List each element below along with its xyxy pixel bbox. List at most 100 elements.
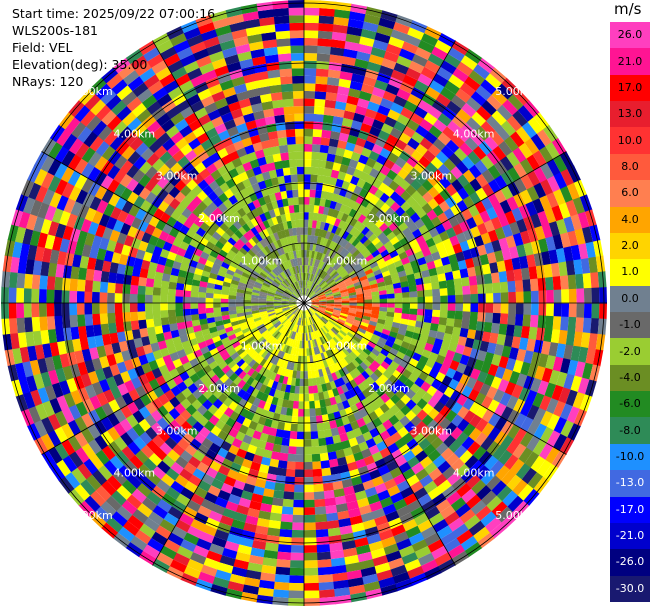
velocity-gate — [494, 250, 505, 263]
velocity-gate — [47, 158, 62, 176]
velocity-gate — [183, 250, 194, 260]
velocity-gate — [287, 346, 293, 355]
velocity-gate — [352, 451, 364, 462]
velocity-gate — [175, 493, 191, 507]
colorbar-swatch — [610, 285, 650, 313]
velocity-gate — [375, 440, 388, 452]
velocity-gate — [250, 388, 260, 398]
velocity-gate — [311, 453, 321, 462]
velocity-gate — [150, 253, 160, 264]
velocity-gate — [371, 360, 381, 369]
velocity-gate — [434, 39, 453, 54]
velocity-gate — [235, 295, 244, 300]
velocity-gate — [180, 572, 199, 586]
velocity-gate — [190, 100, 205, 113]
velocity-gate — [245, 569, 262, 580]
velocity-gate — [417, 73, 434, 87]
velocity-gate — [308, 332, 312, 341]
velocity-gate — [165, 125, 180, 139]
velocity-gate — [107, 178, 120, 194]
velocity-gate — [321, 262, 327, 271]
velocity-gate — [288, 303, 297, 306]
velocity-gate — [228, 150, 240, 162]
velocity-gate — [403, 559, 422, 572]
velocity-gate — [446, 471, 462, 486]
velocity-gate — [301, 340, 304, 349]
velocity-gate — [432, 169, 445, 182]
velocity-gate — [183, 290, 191, 298]
velocity-gate — [326, 332, 333, 340]
velocity-gate — [304, 0, 321, 8]
velocity-gate — [326, 305, 335, 308]
velocity-gate — [287, 446, 297, 455]
velocity-gate — [315, 346, 321, 355]
velocity-gate — [33, 373, 45, 390]
velocity-gate — [49, 397, 62, 414]
velocity-gate — [237, 398, 248, 408]
velocity-gate — [457, 336, 467, 347]
velocity-gate — [198, 291, 207, 298]
velocity-gate — [253, 283, 262, 289]
velocity-gate — [320, 253, 326, 262]
velocity-gate — [257, 196, 267, 207]
velocity-gate — [51, 207, 64, 224]
velocity-gate — [386, 425, 398, 437]
velocity-gate — [404, 330, 414, 339]
velocity-gate — [256, 1, 274, 12]
velocity-gate — [332, 345, 340, 354]
velocity-gate — [290, 37, 305, 46]
velocity-gate — [511, 257, 521, 271]
velocity-gate — [365, 394, 376, 405]
velocity-gate — [116, 331, 127, 343]
velocity-gate — [309, 308, 316, 314]
velocity-gate — [287, 286, 294, 293]
velocity-gate — [22, 360, 34, 378]
velocity-gate — [339, 247, 347, 256]
velocity-gate — [334, 362, 342, 371]
velocity-gate — [454, 286, 463, 296]
velocity-gate — [326, 277, 334, 284]
velocity-gate — [146, 269, 156, 280]
velocity-gate — [392, 241, 403, 251]
velocity-gate — [200, 455, 214, 467]
velocity-gate — [486, 441, 501, 456]
velocity-gate — [523, 350, 534, 365]
velocity-gate — [373, 253, 383, 262]
velocity-gate — [257, 156, 267, 167]
velocity-gate — [135, 345, 146, 357]
velocity-gate — [315, 377, 322, 386]
velocity-gate — [472, 446, 487, 461]
velocity-gate — [279, 521, 293, 530]
velocity-gate — [437, 113, 453, 127]
velocity-gate — [380, 471, 394, 484]
velocity-gate — [304, 234, 308, 243]
velocity-gate — [522, 279, 531, 292]
velocity-gate — [331, 355, 339, 364]
velocity-gate — [130, 311, 139, 322]
velocity-gate — [450, 414, 464, 428]
velocity-gate — [322, 206, 330, 216]
velocity-gate — [151, 106, 167, 121]
velocity-gate — [366, 272, 375, 279]
velocity-gate — [251, 297, 259, 301]
velocity-gate — [431, 345, 441, 355]
velocity-gate — [296, 273, 300, 281]
velocity-gate — [285, 269, 291, 277]
velocity-gate — [428, 244, 439, 255]
velocity-gate — [183, 462, 197, 475]
velocity-gate — [366, 385, 376, 396]
velocity-gate — [356, 232, 365, 242]
velocity-gate — [448, 517, 465, 532]
velocity-gate — [410, 149, 424, 162]
velocity-gate — [355, 161, 366, 172]
velocity-gate — [583, 287, 592, 304]
velocity-gate — [362, 164, 373, 175]
velocity-gate — [324, 289, 332, 294]
velocity-gate — [251, 413, 261, 424]
velocity-gate — [114, 312, 124, 323]
velocity-gate — [303, 393, 310, 402]
velocity-gate — [560, 316, 569, 332]
velocity-gate — [343, 276, 352, 283]
velocity-gate — [305, 333, 308, 341]
velocity-gate — [330, 169, 340, 179]
